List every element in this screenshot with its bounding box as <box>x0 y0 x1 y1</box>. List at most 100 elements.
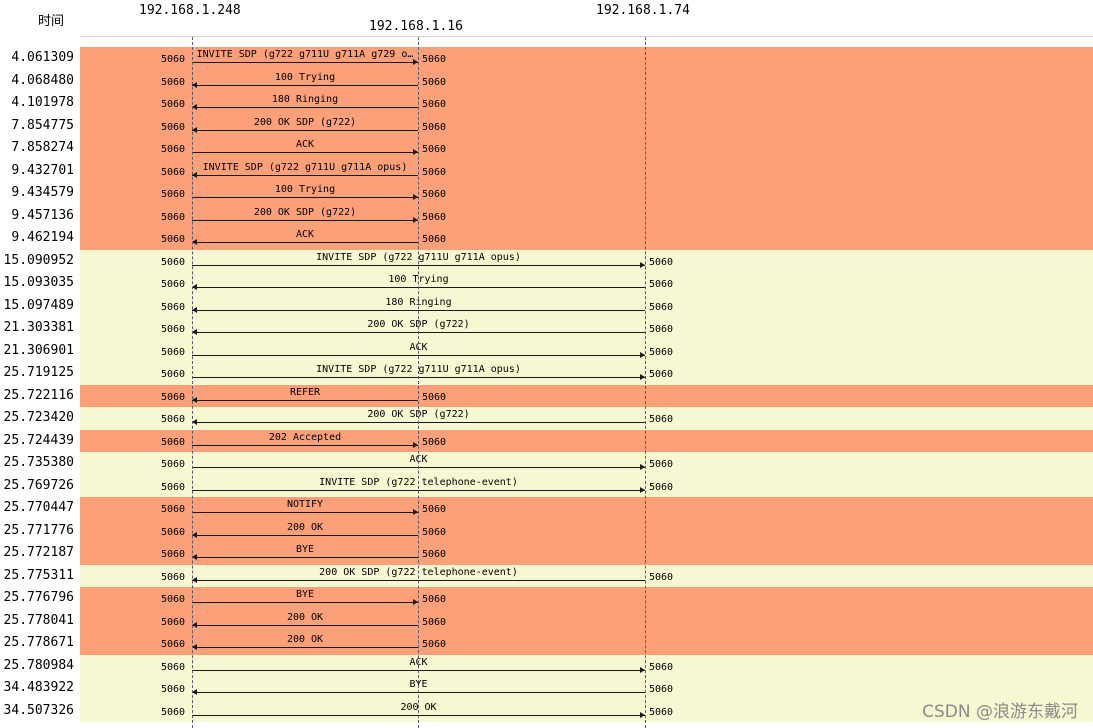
flow-header: 时间 192.168.1.248 192.168.1.16 192.168.1.… <box>0 0 1093 46</box>
flow-row[interactable]: 25.722116 5060 5060 REFER <box>0 384 1093 407</box>
row-time: 9.462194 <box>11 230 74 245</box>
dst-port: 5060 <box>649 414 674 425</box>
row-time: 21.306901 <box>3 342 74 358</box>
arrow-right-icon <box>640 374 645 380</box>
flow-row[interactable]: 4.101978 5060 5060 180 Ringing <box>0 92 1093 115</box>
row-time: 4.068480 <box>11 72 74 88</box>
message-arrow <box>192 602 418 603</box>
flow-row[interactable]: 25.778671 5060 5060 200 OK <box>0 632 1093 655</box>
row-time: 25.776796 <box>3 590 74 605</box>
flow-row[interactable]: 25.719125 5060 5060 INVITE SDP (g722 g711U … <box>0 362 1093 385</box>
dst-port: 5060 <box>422 54 447 65</box>
flow-row[interactable]: 9.434579 5060 5060 100 Trying <box>0 182 1093 205</box>
message-arrow <box>192 624 418 626</box>
flow-row[interactable]: 25.769726 5060 5060 INVITE SDP (g722 teleph… <box>0 474 1093 497</box>
message-label: BYE <box>295 544 315 555</box>
flow-row[interactable]: 25.780984 5060 5060 ACK <box>0 654 1093 677</box>
dst-port: 5060 <box>422 189 447 200</box>
row-time: 15.093035 <box>3 275 74 290</box>
message-arrow <box>192 242 418 243</box>
flow-row[interactable]: 34.507326 5060 5060 200 OK <box>0 699 1093 722</box>
arrow-left-icon <box>192 239 197 245</box>
row-time: 25.769726 <box>3 477 74 493</box>
row-time: 21.303381 <box>3 320 74 335</box>
message-arrow <box>192 107 418 108</box>
src-port: 5060 <box>161 706 186 718</box>
flow-row[interactable]: 25.735380 5060 5060 ACK <box>0 452 1093 475</box>
flow-row[interactable]: 25.778041 5060 5060 200 OK <box>0 609 1093 632</box>
flow-row[interactable]: 7.858274 5060 5060 ACK <box>0 137 1093 160</box>
row-time: 9.434579 <box>11 185 74 200</box>
flow-row[interactable]: 25.770447 5060 5060 NOTIFY <box>0 497 1093 520</box>
flow-row[interactable]: 25.775311 5060 5060 200 OK SDP (g722 teleph… <box>0 564 1093 587</box>
message-arrow <box>192 534 418 536</box>
message-label: ACK <box>295 229 315 240</box>
message-label: NOTIFY <box>286 499 324 510</box>
dst-port: 5060 <box>422 166 447 178</box>
flow-row[interactable]: 25.776796 5060 5060 BYE <box>0 587 1093 610</box>
message-arrow <box>192 129 418 131</box>
row-background <box>80 497 1093 520</box>
arrow-right-icon <box>413 194 418 200</box>
flow-row[interactable]: 25.724439 5060 5060 202 Accepted <box>0 429 1093 452</box>
dst-port: 5060 <box>422 639 447 650</box>
src-port: 5060 <box>161 594 186 605</box>
row-time: 34.483922 <box>3 680 74 695</box>
arrow-right-icon <box>640 711 645 718</box>
dst-port: 5060 <box>422 211 447 223</box>
row-time: 25.735380 <box>3 455 74 470</box>
host-header-2: 192.168.1.16 <box>369 19 463 34</box>
row-time: 25.722116 <box>3 387 74 403</box>
flow-row[interactable]: 4.068480 5060 5060 100 Trying <box>0 69 1093 92</box>
row-background <box>80 519 1093 542</box>
flow-row[interactable]: 25.723420 5060 5060 200 OK SDP (g722) <box>0 407 1093 430</box>
arrow-left-icon <box>192 81 197 88</box>
flow-row[interactable]: 9.432701 5060 5060 INVITE SDP (g722 g711U g… <box>0 159 1093 182</box>
message-arrow <box>192 557 418 558</box>
message-arrow <box>192 512 418 513</box>
arrow-right-icon <box>640 351 645 358</box>
flow-row[interactable]: 9.462194 5060 5060 ACK <box>0 227 1093 250</box>
src-port: 5060 <box>161 571 186 583</box>
flow-row[interactable]: 7.854775 5060 5060 200 OK SDP (g722) <box>0 114 1093 137</box>
message-label: INVITE SDP (g722 g711U g711A g729 o… <box>196 49 414 60</box>
flow-row[interactable]: 4.061309 5060 5060 INVITE SDP (g722 g711U g… <box>0 47 1093 70</box>
row-background <box>80 654 1093 677</box>
src-port: 5060 <box>161 481 186 493</box>
arrow-left-icon <box>192 104 197 110</box>
row-background <box>80 137 1093 160</box>
time-column-header: 时间 <box>38 14 65 29</box>
flow-row[interactable]: 9.457136 5060 5060 200 OK SDP (g722) <box>0 204 1093 227</box>
src-port: 5060 <box>161 234 186 245</box>
row-background <box>80 227 1093 250</box>
flow-row[interactable]: 25.772187 5060 5060 BYE <box>0 542 1093 565</box>
message-label: 200 OK <box>286 521 324 533</box>
row-background <box>80 632 1093 655</box>
dst-port: 5060 <box>649 301 674 313</box>
row-background <box>80 474 1093 497</box>
message-arrow <box>192 399 418 401</box>
flow-row[interactable]: 15.090952 5060 5060 INVITE SDP (g722 g711U … <box>0 249 1093 272</box>
message-arrow <box>192 174 418 176</box>
dst-port: 5060 <box>422 234 447 245</box>
arrow-left-icon <box>192 396 197 403</box>
message-arrow <box>192 219 418 221</box>
flow-row[interactable]: 21.303381 5060 5060 200 OK SDP (g722) <box>0 317 1093 340</box>
dst-port: 5060 <box>649 481 674 493</box>
row-background <box>80 429 1093 452</box>
dst-port: 5060 <box>649 324 674 335</box>
flow-row[interactable]: 21.306901 5060 5060 ACK <box>0 339 1093 362</box>
row-background <box>80 204 1093 227</box>
flow-row[interactable]: 34.483922 5060 5060 BYE <box>0 677 1093 700</box>
flow-row[interactable]: 15.097489 5060 5060 180 Ringing <box>0 294 1093 317</box>
message-arrow <box>192 84 418 86</box>
dst-port: 5060 <box>422 144 447 155</box>
flow-row[interactable]: 25.771776 5060 5060 200 OK <box>0 519 1093 542</box>
row-background <box>80 249 1093 272</box>
row-background <box>80 452 1093 475</box>
host-header-3: 192.168.1.74 <box>596 3 690 18</box>
flow-row[interactable]: 15.093035 5060 5060 100 Trying <box>0 272 1093 295</box>
host-lifeline-3 <box>645 37 646 728</box>
header-separator <box>80 36 1093 37</box>
arrow-right-icon <box>413 149 418 155</box>
